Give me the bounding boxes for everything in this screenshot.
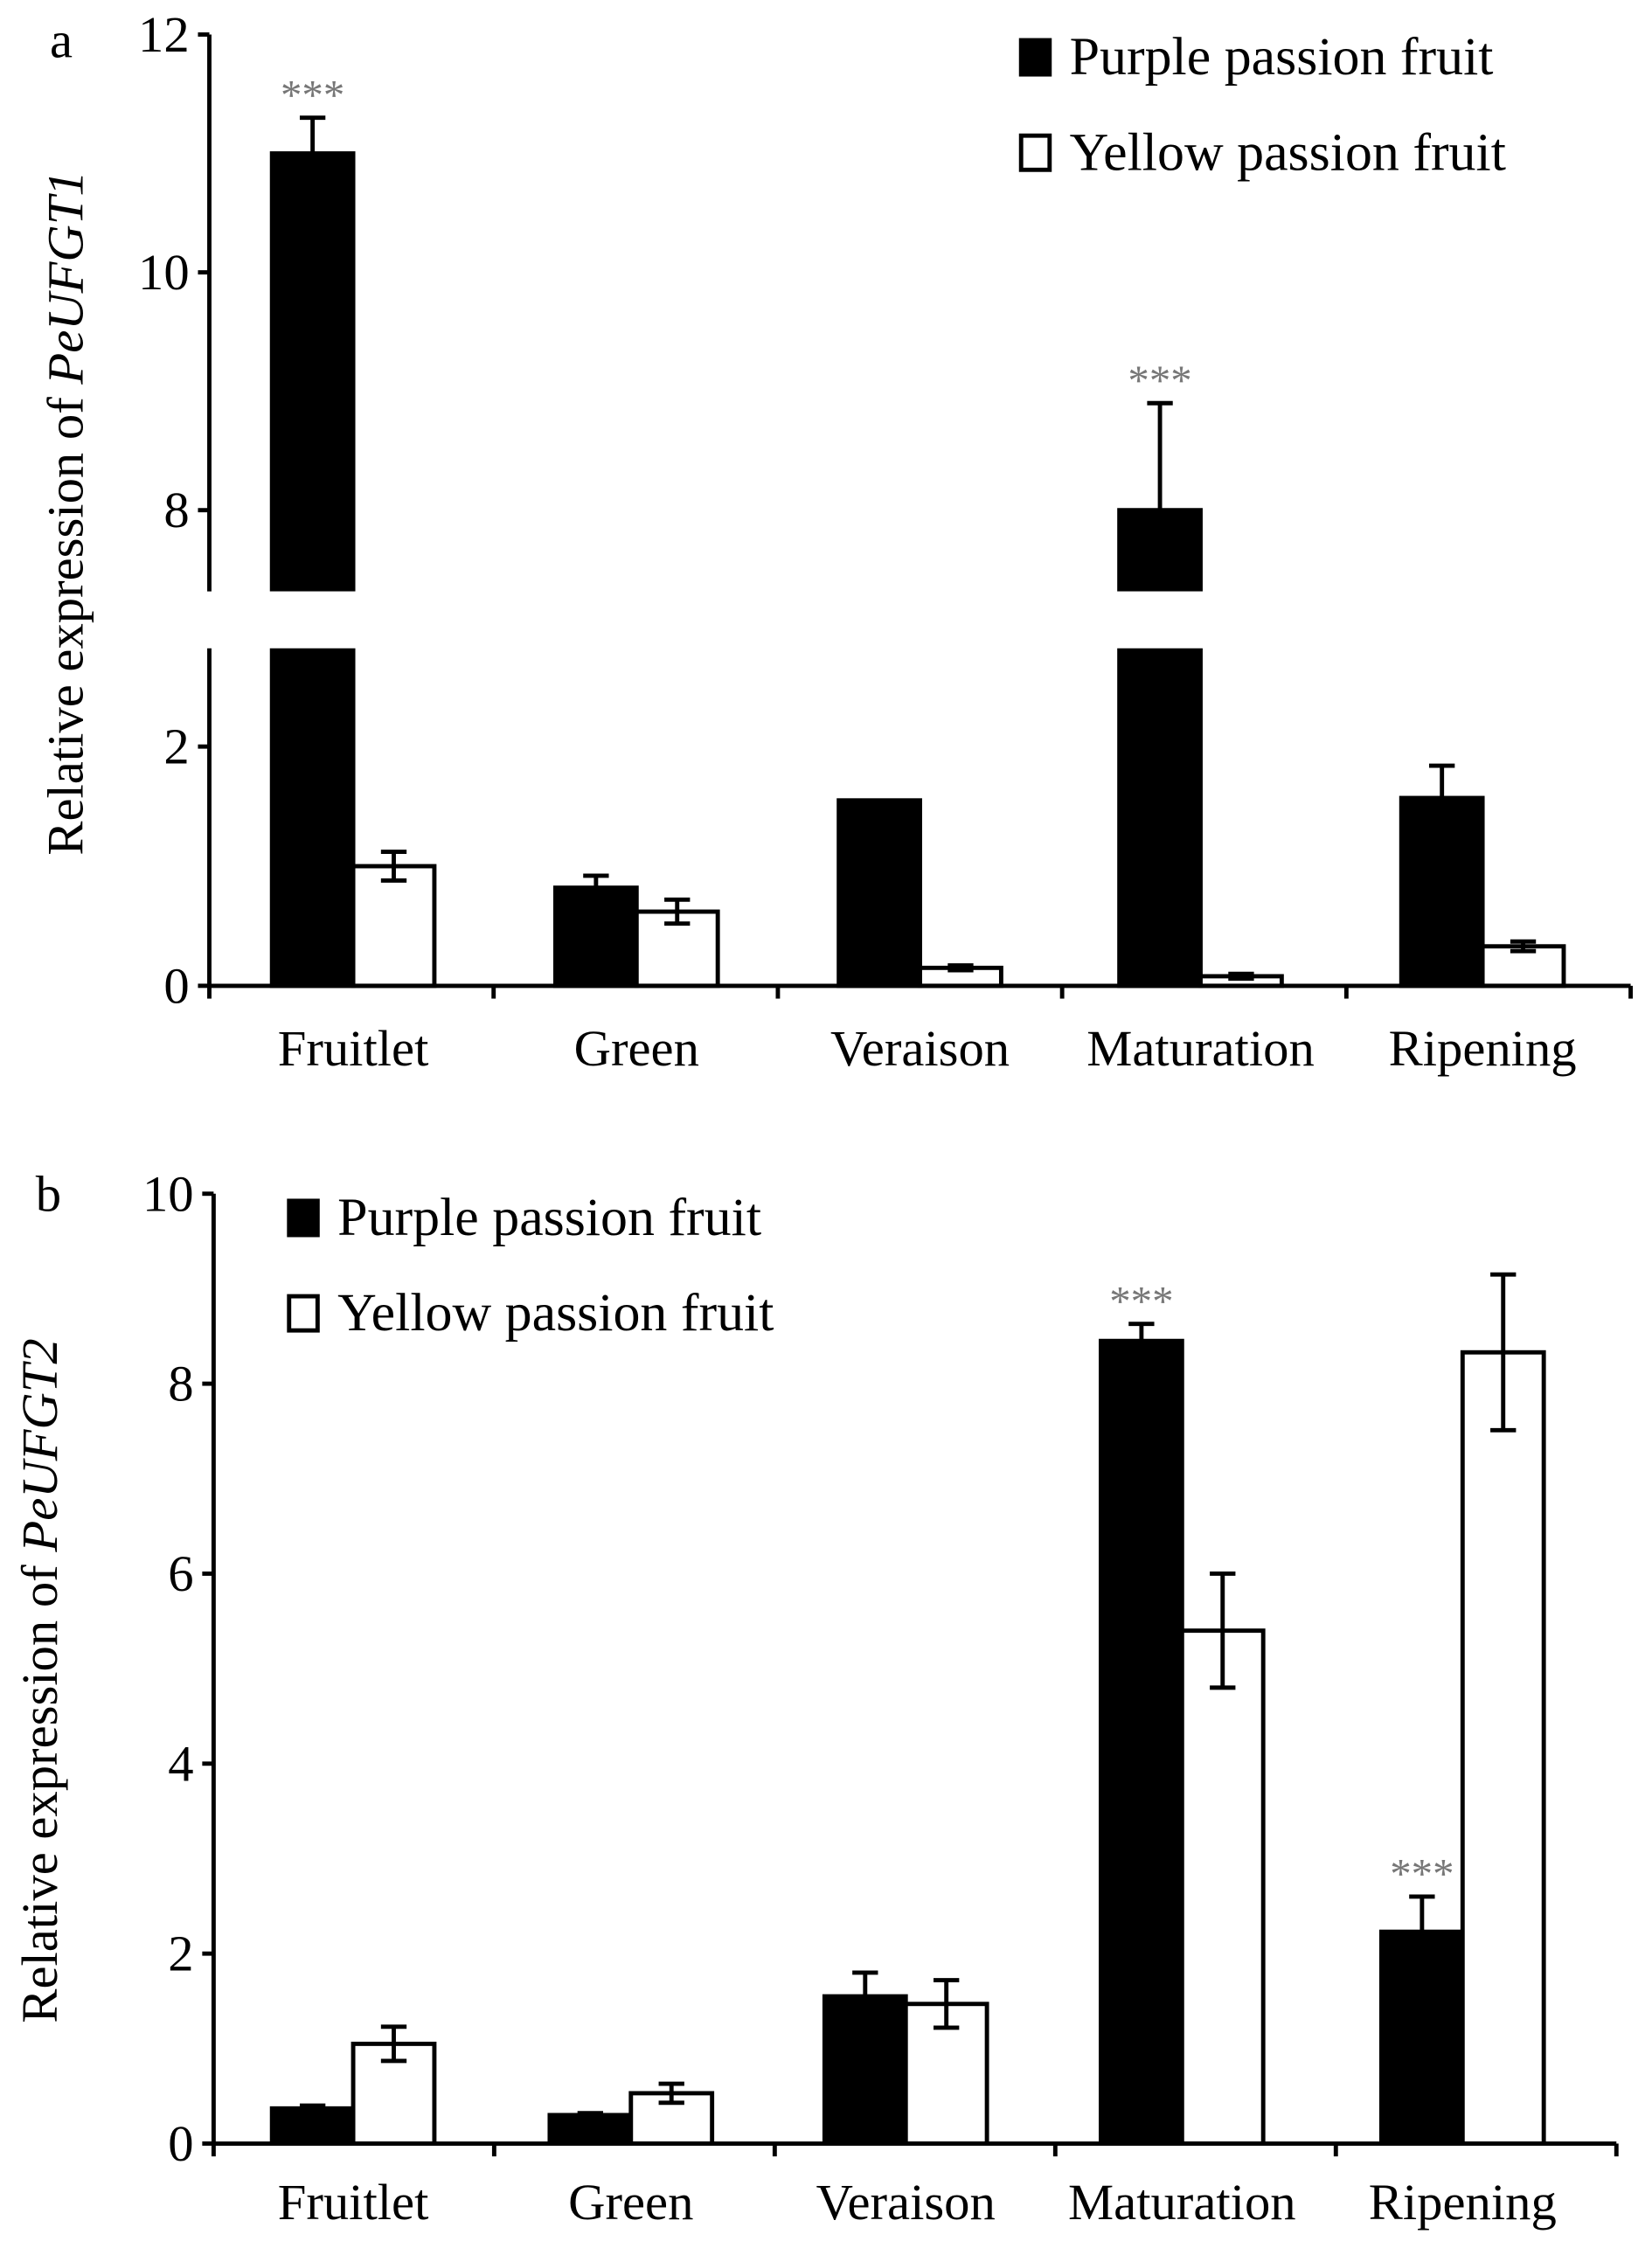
y-axis-label-gene: PeUFGT1: [38, 170, 94, 385]
panel-label: b: [36, 1165, 61, 1222]
y-tick-label: 0: [168, 2115, 193, 2172]
bar-purple-ripening: [1399, 795, 1485, 989]
legend-swatch: [287, 1198, 320, 1238]
y-axis-label: Relative expression of PeUFGT2: [11, 1338, 68, 2023]
significance-label: ***: [1109, 1277, 1173, 1325]
bar-purple-fruitlet: [269, 2106, 356, 2146]
y-tick-label: 2: [163, 718, 189, 775]
y-tick-label: 10: [138, 244, 190, 301]
axis-break-gap: [1114, 591, 1205, 649]
x-tick-label: Veraison: [830, 1020, 1010, 1077]
axis-break-gap: [267, 591, 357, 649]
bar-purple-green: [552, 885, 639, 989]
y-tick-label: 2: [168, 1925, 193, 1982]
y-tick-label: 10: [142, 1165, 194, 1222]
significance-label: ***: [281, 71, 344, 119]
legend-label: Yellow passion fruit: [1070, 122, 1506, 182]
bar-purple-veraison: [836, 798, 922, 989]
y-tick-label: 0: [163, 957, 189, 1014]
panel-a: a 0 2 8 10 12 Fruitlet Green Veraison Maturation R…: [38, 6, 1634, 1077]
y-axis-label-prefix: Relative expression of: [11, 1552, 68, 2023]
legend-swatch: [1018, 38, 1052, 77]
bar-yellow-maturation: [1179, 1628, 1266, 2146]
x-tick-label: Veraison: [816, 2174, 996, 2231]
bar-purple-ripening: [1378, 1929, 1465, 2146]
panel-b: b 0 2 4 6 8 10 Fruitlet Green Veraison Maturation R…: [11, 1165, 1619, 2231]
x-tick-label: Green: [568, 2174, 693, 2231]
legend-label: Yellow passion fruit: [337, 1283, 774, 1343]
x-tick-label: Ripening: [1369, 2174, 1557, 2231]
x-tick-label: Maturation: [1068, 2174, 1296, 2231]
significance-label: ***: [1390, 1849, 1454, 1898]
bar-yellow-ripening: [1460, 1350, 1546, 2146]
significance-label: ***: [1128, 356, 1191, 404]
x-tick-label: Maturation: [1086, 1020, 1315, 1077]
bar-purple-veraison: [822, 1994, 908, 2146]
bar-purple-maturation: [1099, 1338, 1184, 2146]
bar-purple-fruitlet: [269, 151, 356, 989]
legend-swatch: [287, 1294, 320, 1333]
y-tick-label: 8: [168, 1356, 193, 1412]
panel-label: a: [50, 12, 73, 69]
bar-purple-maturation: [1117, 508, 1203, 989]
x-tick-label: Ripening: [1389, 1020, 1577, 1077]
y-tick-label: 12: [138, 6, 190, 63]
y-axis-label-prefix: Relative expression of: [38, 385, 94, 856]
y-axis-label: Relative expression of PeUFGT1: [38, 170, 94, 855]
y-tick-label: 6: [168, 1545, 193, 1602]
legend-label: Purple passion fruit: [1070, 27, 1494, 87]
bar-yellow-fruitlet: [351, 864, 437, 989]
bar-purple-green: [547, 2113, 634, 2146]
y-axis-label-gene: PeUFGT2: [11, 1338, 68, 1552]
x-tick-label: Green: [574, 1020, 699, 1077]
y-tick-label: 4: [168, 1735, 193, 1792]
x-tick-label: Fruitlet: [278, 2174, 429, 2231]
legend-label: Purple passion fruit: [337, 1188, 761, 1247]
legend-swatch: [1018, 133, 1052, 172]
x-tick-label: Fruitlet: [278, 1020, 429, 1077]
y-tick-label: 8: [163, 482, 189, 538]
